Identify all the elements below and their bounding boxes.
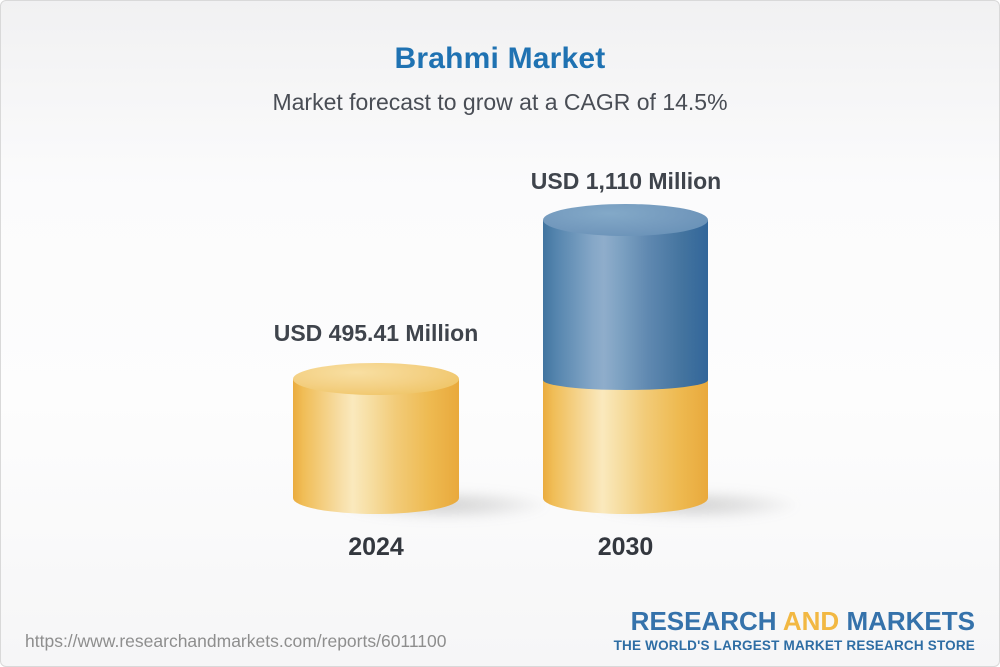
logo-word-and: AND: [782, 606, 840, 636]
bar-value-label-2024: USD 495.41 Million: [273, 320, 479, 346]
cylinder-body-2024: [293, 379, 459, 514]
cylinder-base-segment-2030: [543, 374, 708, 514]
chart-title: Brahmi Market: [394, 42, 606, 75]
bar-value-label-2030: USD 1,110 Million: [530, 168, 722, 194]
x-axis-label-2024: 2024: [348, 533, 404, 561]
cylinder-top-2030: [543, 204, 708, 236]
chart-subtitle: Market forecast to grow at a CAGR of 14.…: [272, 89, 728, 115]
logo-word-research: RESEARCH: [630, 606, 777, 636]
logo-word-markets: MARKETS: [846, 606, 975, 636]
logo-wordmark: RESEARCH AND MARKETS: [614, 608, 975, 634]
cylinder-growth-segment-2030: [543, 220, 708, 390]
logo-tagline: THE WORLD'S LARGEST MARKET RESEARCH STOR…: [613, 638, 975, 653]
logo: RESEARCH AND MARKETS THE WORLD'S LARGEST…: [614, 608, 975, 653]
x-axis-label-2030: 2030: [597, 533, 654, 561]
cylinder-top-2024: [293, 363, 459, 395]
report-url-link[interactable]: https://www.researchandmarkets.com/repor…: [25, 631, 447, 651]
